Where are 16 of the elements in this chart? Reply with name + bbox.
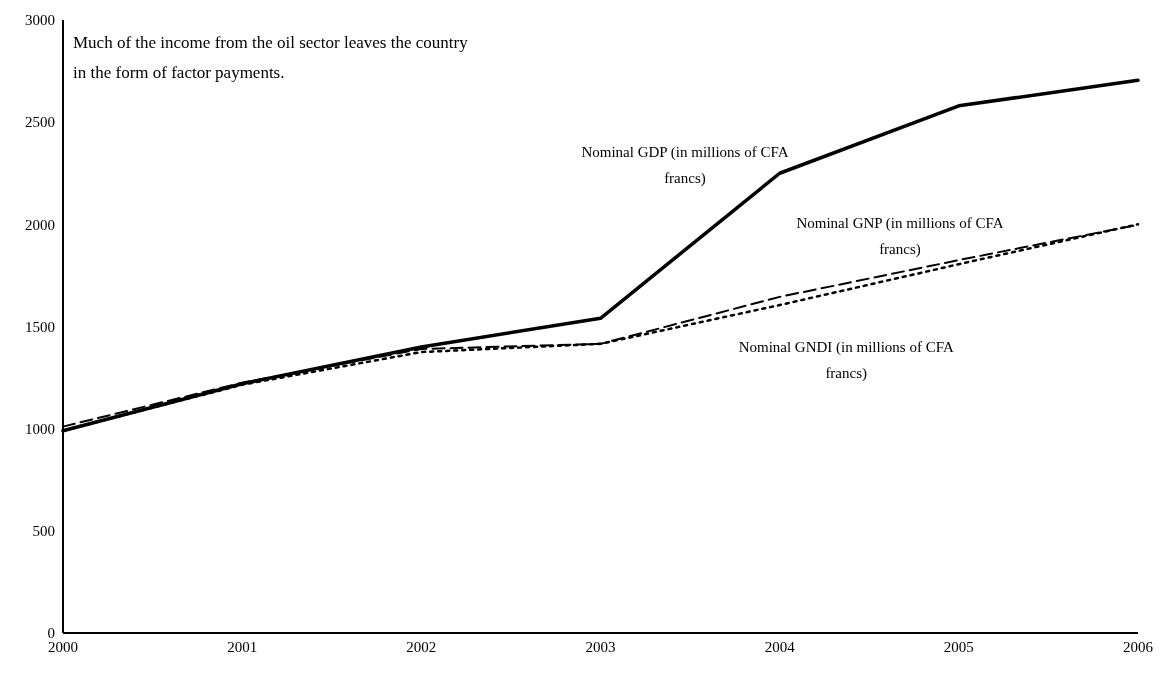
y-tick-label: 1500 xyxy=(25,318,55,335)
y-tick-label: 2000 xyxy=(25,216,55,233)
y-tick-label: 3000 xyxy=(25,12,55,29)
x-tick-label: 2002 xyxy=(406,638,437,655)
x-tick-label: 2006 xyxy=(1123,638,1154,655)
y-tick-label: 2500 xyxy=(25,114,55,131)
annotation: Much of the income from the oil sector leaves the country in the form of factor payments. xyxy=(73,32,468,84)
series-label: Nominal GDP (in millions of CFA francs) xyxy=(580,142,790,188)
x-tick-label: 2005 xyxy=(943,638,974,655)
series-label: Nominal GNP (in millions of CFA francs) xyxy=(795,214,1005,259)
x-tick-label: 2003 xyxy=(585,638,616,655)
y-tick-label: 500 xyxy=(32,523,55,540)
series-label: Nominal GNDI (in millions of CFA francs) xyxy=(737,337,955,383)
x-tick-label: 2001 xyxy=(227,638,258,655)
y-tick-label: 1000 xyxy=(25,420,55,437)
x-tick-label: 2004 xyxy=(764,638,796,655)
